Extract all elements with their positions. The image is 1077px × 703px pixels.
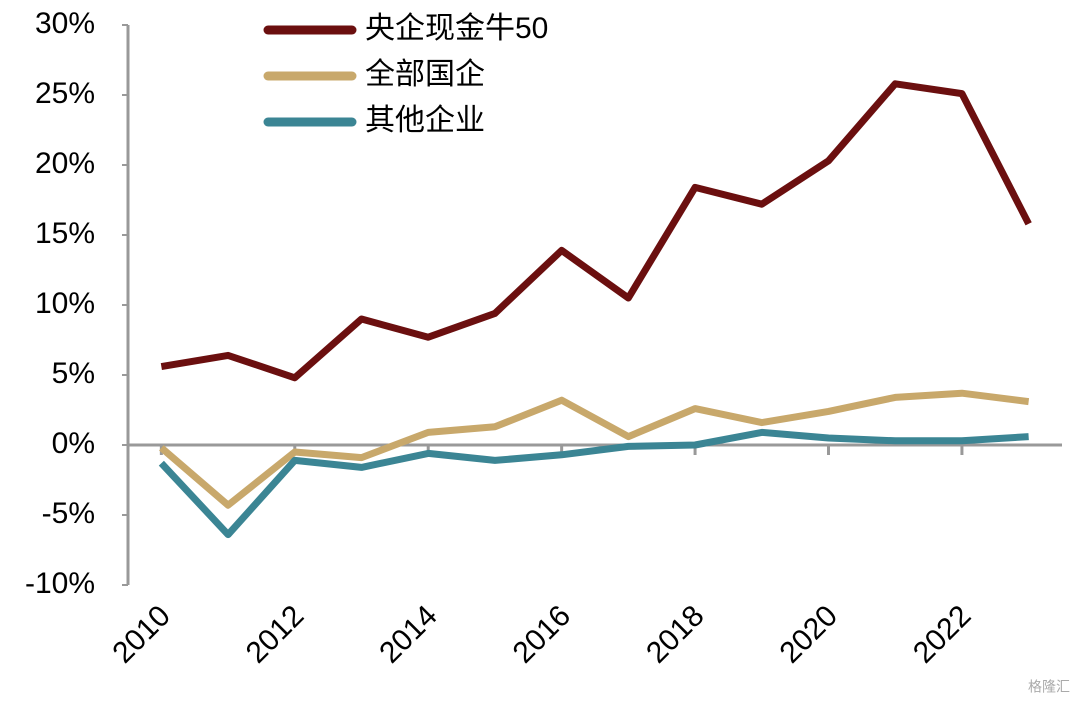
y-tick-label: 15% [35, 217, 95, 250]
series-line [159, 389, 1030, 509]
x-tick-label: 2020 [774, 599, 845, 670]
series-line [158, 428, 1029, 539]
series-line [160, 80, 1032, 382]
y-tick-label: 20% [35, 147, 95, 180]
y-tick-label: 30% [35, 7, 95, 40]
y-tick-label: 0% [52, 427, 95, 460]
legend-label: 全部国企 [365, 58, 485, 91]
y-tick-label: 5% [52, 357, 95, 390]
watermark: 格隆汇 [1028, 679, 1070, 695]
y-tick-label: -5% [42, 497, 95, 530]
x-tick-label: 2018 [640, 599, 711, 670]
legend-label: 其他企业 [365, 104, 485, 137]
y-tick-label: 25% [35, 77, 95, 110]
x-tick-label: 2014 [373, 599, 444, 670]
x-tick-label: 2016 [507, 599, 578, 670]
y-tick-label: -10% [25, 567, 95, 600]
x-tick-label: 2022 [907, 599, 978, 670]
x-tick-label: 2012 [240, 599, 311, 670]
x-tick-label: 2010 [106, 599, 177, 670]
legend-label: 央企现金牛50 [365, 12, 548, 45]
y-tick-label: 10% [35, 287, 95, 320]
